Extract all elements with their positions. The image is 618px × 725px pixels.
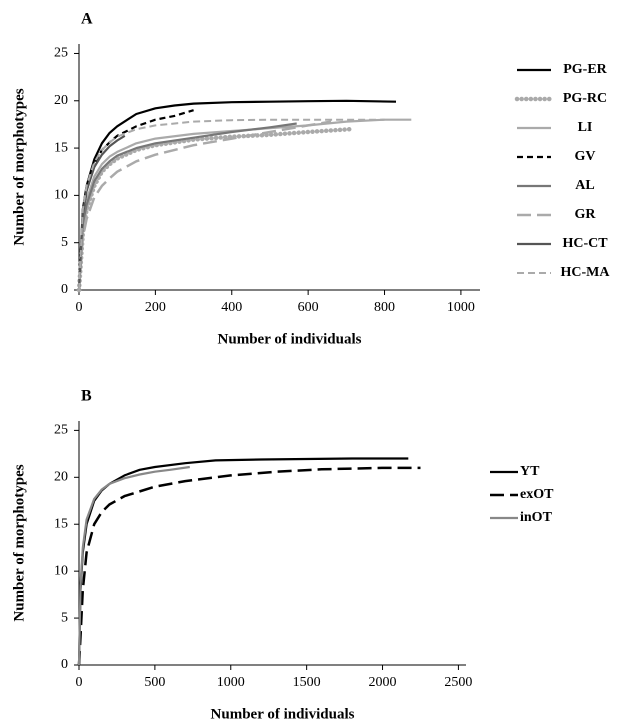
series-line-pg-er <box>77 99 397 291</box>
y-tick-label: 0 <box>61 657 68 672</box>
legend-label-hc-ma: HC-MA <box>561 265 611 280</box>
series-line-gr <box>77 120 332 291</box>
x-tick-label: 400 <box>221 300 242 315</box>
x-tick-label: 1000 <box>447 300 475 315</box>
x-tick-label: 1500 <box>293 675 321 690</box>
legend-label-gr: GR <box>575 207 597 222</box>
x-tick-label: 600 <box>298 300 319 315</box>
legend-label-inot: inOT <box>520 510 553 525</box>
y-tick-label: 15 <box>54 140 68 155</box>
y-tick-label: 15 <box>54 516 68 531</box>
panel-a: A 0 5 10 15 20 25 0 200 400 600 800 1000 Number of in… <box>11 11 610 348</box>
x-tick-label: 200 <box>145 300 166 315</box>
x-tick-label: 0 <box>76 675 83 690</box>
series-line-yt <box>77 457 409 666</box>
series-line-pg-rc <box>76 126 353 293</box>
y-tick-label: 10 <box>54 188 68 203</box>
panel-label: B <box>81 388 92 405</box>
x-tick-label: 2500 <box>444 675 472 690</box>
panel-label: A <box>81 11 93 28</box>
x-tick-label: 500 <box>144 675 165 690</box>
legend-label-yt: YT <box>520 464 540 479</box>
y-tick-label: 5 <box>61 235 68 250</box>
y-tick-label: 20 <box>54 93 68 108</box>
y-tick-label: 10 <box>54 563 68 578</box>
x-axis-label: Number of individuals <box>218 331 362 347</box>
y-tick-label: 25 <box>54 423 68 438</box>
legend-label-pg-rc: PG-RC <box>563 91 607 106</box>
legend-label-hc-ct: HC-CT <box>562 236 608 251</box>
series-line-inot <box>77 465 190 666</box>
x-axis-label: Number of individuals <box>211 706 355 722</box>
series-line-gv <box>77 109 194 291</box>
series-line-exot <box>77 466 421 666</box>
y-axis-label: Number of morphotypes <box>11 88 27 245</box>
legend-label-pg-er: PG-ER <box>563 62 607 77</box>
x-tick-label: 0 <box>76 300 83 315</box>
panel-b: B 0 5 10 15 20 25 0 500 1000 1500 2000 2500 Number of… <box>11 388 554 723</box>
y-tick-label: 0 <box>61 282 68 297</box>
legend-label-al: AL <box>575 178 594 193</box>
y-tick-label: 25 <box>54 46 68 61</box>
legend-label-exot: exOT <box>520 487 554 502</box>
y-tick-label: 5 <box>61 610 68 625</box>
series-line-hc-ma <box>78 118 385 291</box>
series-line-li <box>77 118 412 291</box>
legend-label-gv: GV <box>575 149 596 164</box>
x-tick-label: 2000 <box>369 675 397 690</box>
y-axis-label: Number of morphotypes <box>11 464 27 621</box>
y-tick-label: 20 <box>54 470 68 485</box>
legend-label-li: LI <box>578 120 593 135</box>
series-line-al <box>77 122 297 291</box>
x-tick-label: 1000 <box>217 675 245 690</box>
x-tick-label: 800 <box>374 300 395 315</box>
